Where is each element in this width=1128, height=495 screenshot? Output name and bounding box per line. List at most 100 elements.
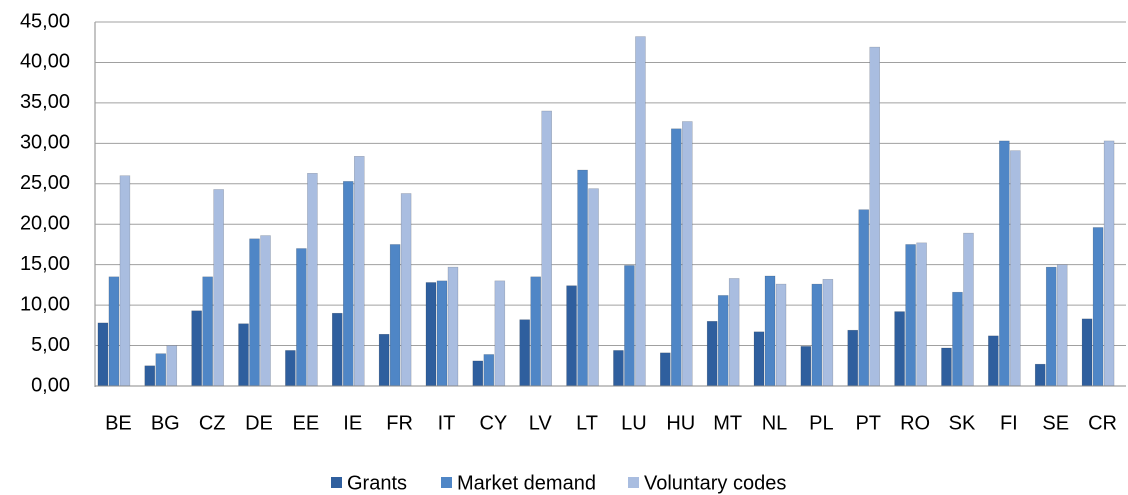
x-tick-label: LU (621, 412, 647, 434)
x-tick-label: BG (151, 412, 180, 434)
x-tick-label: PT (855, 412, 881, 434)
bar (566, 285, 577, 387)
bar (472, 360, 484, 387)
x-tick-label: FI (1000, 412, 1018, 434)
bar (916, 242, 927, 387)
y-tick-label: 35,00 (20, 91, 70, 113)
bar (483, 354, 495, 387)
bar (1056, 264, 1068, 387)
bar (717, 295, 729, 387)
legend-swatch (331, 477, 342, 488)
x-tick-label: DE (245, 412, 273, 434)
x-tick-label: LV (529, 412, 553, 434)
bar (764, 275, 776, 387)
bar (941, 347, 952, 387)
bar (1010, 150, 1021, 387)
bar (436, 280, 448, 387)
bar (249, 238, 260, 387)
legend-label: Voluntary codes (644, 472, 786, 494)
bar (1045, 266, 1057, 387)
legend-label: Market demand (457, 472, 596, 494)
x-tick-label: PL (809, 412, 833, 434)
x-tick-label: SK (949, 412, 976, 434)
y-tick-label: 5,00 (31, 334, 70, 356)
bar (1081, 318, 1093, 387)
bar (635, 36, 646, 387)
legend-swatch (628, 477, 639, 488)
bar (577, 169, 588, 387)
bar (296, 248, 307, 387)
bar (155, 353, 167, 387)
x-tick-label: NL (762, 412, 788, 434)
x-tick-label: CY (479, 412, 507, 434)
bar (1034, 363, 1046, 387)
bar (706, 321, 718, 387)
bar (613, 350, 624, 387)
x-tick-label: HU (666, 412, 695, 434)
bar (811, 283, 823, 387)
bar (400, 193, 412, 387)
bar (202, 276, 213, 387)
bar (588, 188, 599, 387)
bar (822, 278, 834, 387)
bar (343, 181, 354, 387)
x-tick-label: IE (343, 412, 362, 434)
x-tick-label: FR (386, 412, 413, 434)
bar (530, 276, 541, 387)
legend: Grants Market demand Voluntary codes (331, 472, 786, 494)
bar (166, 345, 178, 387)
x-tick-label: SE (1042, 412, 1069, 434)
bar (800, 346, 812, 387)
bar (238, 323, 249, 387)
legend-label: Grants (347, 472, 407, 494)
bar (447, 266, 459, 387)
bar (378, 333, 390, 387)
bar (519, 319, 530, 387)
bar (541, 110, 552, 387)
bar (728, 278, 740, 387)
legend-swatch (441, 477, 452, 488)
bar (624, 265, 635, 387)
bar (307, 173, 318, 387)
bar (775, 283, 787, 387)
bar (963, 232, 974, 387)
x-tick-label: CR (1088, 412, 1117, 434)
y-tick-label: 20,00 (20, 213, 70, 235)
y-tick-label: 0,00 (31, 374, 70, 396)
x-tick-label: BE (105, 412, 132, 434)
y-tick-label: 10,00 (20, 293, 70, 315)
x-tick-label: CZ (199, 412, 226, 434)
y-tick-label: 25,00 (20, 172, 70, 194)
bar (494, 280, 506, 387)
bar (660, 352, 671, 387)
y-tick-label: 15,00 (20, 253, 70, 275)
bar (144, 365, 156, 387)
bar (191, 310, 202, 387)
x-tick-label: EE (293, 412, 320, 434)
y-tick-label: 45,00 (20, 10, 70, 32)
bar (682, 121, 693, 387)
bar (858, 209, 869, 387)
x-tick-label: IT (438, 412, 456, 434)
bar (753, 331, 765, 387)
bar (894, 311, 905, 387)
bar (119, 175, 131, 387)
bar (389, 244, 401, 387)
bar (108, 276, 120, 387)
bar (1092, 227, 1104, 387)
bar (999, 140, 1010, 387)
bar (952, 291, 963, 387)
bar (354, 156, 365, 387)
bar (425, 282, 437, 387)
bar (332, 312, 343, 387)
bar (285, 350, 296, 387)
bar (671, 128, 682, 387)
bar (213, 189, 224, 387)
bar (847, 329, 858, 387)
y-tick-label: 40,00 (20, 51, 70, 73)
bar (905, 244, 916, 387)
bar (988, 335, 999, 387)
x-tick-label: MT (713, 412, 742, 434)
x-tick-label: LT (576, 412, 598, 434)
